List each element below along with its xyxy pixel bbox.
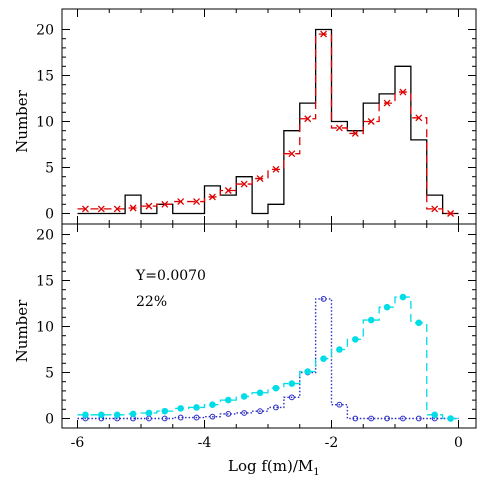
data-point-filled-circle [288,380,296,387]
y-tick-label: 5 [45,366,54,382]
y-tick-label: 0 [45,207,54,223]
top-panel: 0 5 10 15 20 Number [13,8,477,225]
data-point-x-marker [447,210,455,217]
x-tick-label: 0 [454,435,463,451]
x-axis-label-subscript: 1 [313,467,319,478]
data-point-open-circle [257,408,263,415]
data-point-open-circle [415,415,422,422]
data-point-x-marker [288,150,296,158]
y-tick-label: 20 [36,23,54,39]
data-point-filled-circle [256,389,264,397]
data-point-filled-circle [431,411,438,419]
x-axis-label: Log f(m)/M1 [228,457,320,478]
y-tick-label: 10 [36,115,54,131]
data-point-filled-circle [447,415,454,422]
data-point-x-marker [351,130,359,137]
data-point-open-circle [336,401,343,408]
data-point-x-marker [383,99,391,107]
data-point-open-circle [400,415,406,422]
x-tick-label: -4 [198,435,212,451]
data-point-filled-circle [161,407,169,415]
data-point-filled-circle [383,303,391,311]
data-point-x-marker [193,198,201,205]
y-tick-label: 10 [36,320,54,336]
data-point-open-circle [241,410,248,416]
data-point-filled-circle [193,404,200,411]
data-point-filled-circle [177,405,184,412]
data-point-open-circle [320,296,327,302]
data-point-filled-circle [113,411,121,419]
data-point-filled-circle [129,410,137,418]
data-point-filled-circle [225,396,232,404]
x-axis-label-main: Log f(m)/M [228,457,313,475]
data-point-x-marker [113,205,121,213]
data-point-x-marker [320,30,328,38]
plot-frame [61,8,477,225]
bottom-panel: 0 5 10 15 20 -6 -4 -2 0 Number [13,223,477,451]
data-point-filled-circle [415,319,423,327]
y-tick-label: 15 [36,274,54,290]
data-point-filled-circle [352,336,359,343]
y-tick-label: 0 [45,412,54,428]
data-point-open-circle [273,404,279,411]
data-point-filled-circle [336,346,343,353]
data-point-x-marker [97,205,105,213]
y-tick-label: 15 [36,69,54,85]
data-point-open-circle [193,414,200,421]
data-point-filled-circle [272,384,280,392]
data-point-x-marker [431,205,439,213]
data-point-x-marker [335,124,343,132]
data-point-filled-circle [145,409,153,417]
data-point-x-marker [367,118,375,125]
bottom-annotation-percent: 22% [136,294,167,310]
data-point-open-circle [177,414,184,421]
series-line [77,28,459,215]
data-point-x-marker [161,200,169,208]
data-point-filled-circle [82,411,89,419]
y-axis-label: Number [13,89,31,152]
x-tick-label: -2 [325,435,339,451]
data-point-x-marker [81,205,89,213]
y-axis-label: Number [13,299,31,362]
data-point-open-circle [368,415,375,422]
data-point-filled-circle [240,393,248,400]
data-point-open-circle [384,415,390,422]
data-point-filled-circle [320,355,327,363]
data-point-x-marker [272,165,280,173]
data-point-x-marker [256,175,264,182]
y-tick-label: 20 [36,228,54,244]
data-point-x-marker [224,187,232,194]
data-point-open-circle [225,411,232,417]
data-point-x-marker [177,198,185,205]
data-point-x-marker [240,180,248,188]
bottom-annotation-y-value: Y=0.0070 [135,268,206,284]
data-point-filled-circle [304,368,311,375]
data-point-x-marker [208,193,216,201]
data-point-x-marker [415,114,423,122]
data-point-open-circle [161,415,168,422]
data-point-x-marker [129,204,137,212]
data-point-open-circle [288,394,295,401]
data-point-open-circle [209,413,216,420]
data-point-filled-circle [98,411,105,419]
series-line [77,33,459,215]
plot-frame [61,223,477,429]
data-point-filled-circle [399,293,407,301]
data-point-filled-circle [367,316,375,324]
y-tick-label: 5 [45,161,54,177]
x-tick-label: -6 [71,435,85,451]
data-point-x-marker [304,115,312,123]
data-point-x-marker [145,202,153,210]
data-point-x-marker [399,88,407,96]
data-point-filled-circle [209,401,216,409]
data-point-open-circle [352,415,359,422]
series-line [77,296,459,420]
series-line [77,298,459,420]
